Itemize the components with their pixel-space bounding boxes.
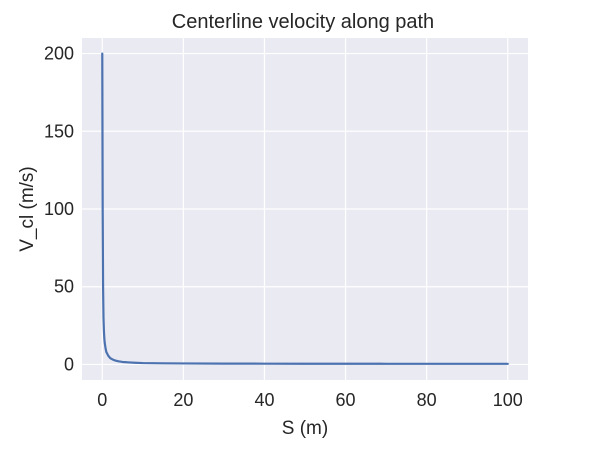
x-tick-label: 80 <box>417 390 437 410</box>
series-line <box>101 52 509 365</box>
x-tick-label: 0 <box>97 390 107 410</box>
series-group <box>101 52 509 365</box>
y-tick-label: 150 <box>44 121 74 141</box>
x-axis-ticks: 0 20 40 60 80 100 <box>97 390 522 410</box>
grid <box>82 38 528 380</box>
y-tick-label: 200 <box>44 44 74 64</box>
x-tick-label: 100 <box>493 390 523 410</box>
y-tick-label: 100 <box>44 199 74 219</box>
x-tick-label: 40 <box>254 390 274 410</box>
x-tick-label: 20 <box>173 390 193 410</box>
chart-title: Centerline velocity along path <box>172 11 434 33</box>
y-tick-label: 50 <box>54 277 74 297</box>
y-axis-ticks: 0 50 100 150 200 <box>44 44 74 375</box>
x-axis-label: S (m) <box>282 418 328 439</box>
y-axis-label: V_cl (m/s) <box>17 166 38 252</box>
y-tick-label: 0 <box>64 354 74 374</box>
x-tick-label: 60 <box>336 390 356 410</box>
